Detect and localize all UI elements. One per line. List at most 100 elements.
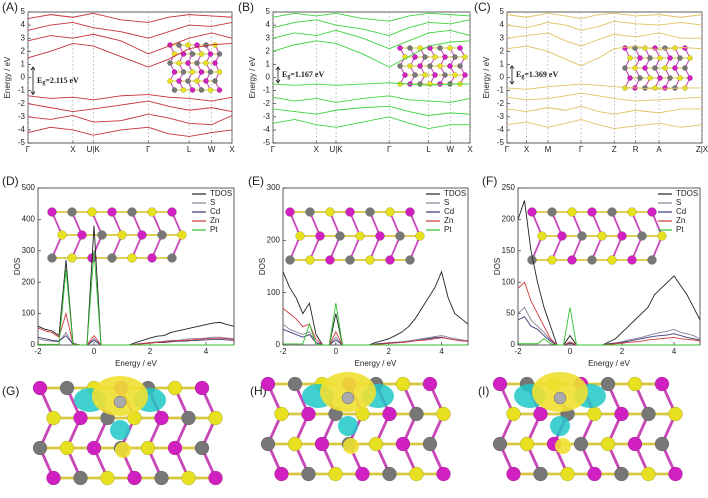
series-line xyxy=(506,105,702,115)
atom xyxy=(577,231,587,241)
atom xyxy=(107,207,117,217)
crystal-structure xyxy=(622,45,693,91)
atom xyxy=(100,470,115,486)
charge-density xyxy=(550,416,570,436)
atom xyxy=(432,72,438,78)
atom xyxy=(614,466,629,482)
legend-label: S xyxy=(210,198,215,207)
atom xyxy=(32,380,48,396)
atom xyxy=(462,72,468,78)
y-tick-label: 3 xyxy=(21,33,26,42)
x-axis-label: Energy / eV xyxy=(115,359,157,368)
y-tick-label: 3 xyxy=(266,33,271,42)
series-line xyxy=(37,334,235,346)
legend-label: Pt xyxy=(444,225,452,234)
series-line xyxy=(506,45,703,67)
atom xyxy=(47,253,57,263)
band-gap-subscript: g xyxy=(521,74,524,80)
y-tick-label: 50 xyxy=(506,309,515,318)
atom xyxy=(365,207,375,217)
x-tick-label: -2 xyxy=(514,347,522,356)
atom xyxy=(181,470,196,486)
y-tick-label: 4 xyxy=(266,20,271,29)
atom xyxy=(32,440,48,456)
atom xyxy=(527,207,537,217)
y-tick-label: 200 xyxy=(22,277,36,286)
panel-label: (A) xyxy=(2,0,18,14)
series-line xyxy=(282,270,469,346)
atom xyxy=(198,51,205,57)
y-tick-label: -5 xyxy=(497,138,505,147)
atom xyxy=(627,255,637,265)
y-tick-label: -1 xyxy=(18,86,26,95)
atom xyxy=(637,231,647,241)
atom xyxy=(325,255,335,265)
atom xyxy=(668,406,683,422)
x-tick-label: W xyxy=(447,145,455,154)
atom xyxy=(203,78,209,84)
series-line xyxy=(272,116,470,130)
band-gap-symbol: E xyxy=(37,76,42,85)
y-axis-label: DOS xyxy=(258,258,267,275)
atom xyxy=(557,231,567,241)
atom xyxy=(667,55,673,61)
series-line xyxy=(282,328,469,346)
gap-arrowhead xyxy=(275,66,281,71)
y-tick-label: -3 xyxy=(18,112,26,121)
atom xyxy=(437,81,443,87)
x-tick-label: 0 xyxy=(568,347,573,356)
atom xyxy=(409,406,424,422)
y-axis-label: Energy / eV xyxy=(3,56,12,98)
atom xyxy=(274,406,289,422)
x-tick-label: 2 xyxy=(148,347,153,356)
atom xyxy=(208,410,223,426)
atom xyxy=(189,51,196,57)
atom xyxy=(167,60,173,66)
atom xyxy=(287,376,303,392)
legend-label: Cd xyxy=(676,207,686,216)
x-tick-label: W xyxy=(208,145,216,154)
panel-label: (G) xyxy=(2,384,19,398)
atom xyxy=(167,78,173,84)
crystal-structure xyxy=(397,45,468,87)
atom xyxy=(668,466,683,482)
gap-arrowhead xyxy=(509,80,515,85)
atom xyxy=(198,69,205,75)
x-axis-label: Energy / eV xyxy=(588,359,630,368)
x-tick-label: Γ xyxy=(271,145,276,154)
atom xyxy=(405,207,415,217)
atom xyxy=(305,207,315,217)
atom xyxy=(46,410,61,426)
atom xyxy=(365,255,375,265)
atom xyxy=(345,207,355,217)
series-line xyxy=(517,200,701,346)
atom xyxy=(167,380,183,396)
y-axis-label: DOS xyxy=(493,258,502,275)
atom xyxy=(397,63,403,69)
atom xyxy=(672,65,678,71)
atom xyxy=(167,440,183,456)
y-tick-label: 200 xyxy=(267,235,281,244)
series-line xyxy=(272,95,471,103)
atom xyxy=(207,51,214,57)
x-tick-label: 4 xyxy=(204,347,209,356)
x-tick-label: X xyxy=(314,145,320,154)
atom xyxy=(427,81,433,87)
atom xyxy=(422,436,438,452)
atom xyxy=(212,60,218,66)
atom xyxy=(47,207,57,217)
legend-label: S xyxy=(444,198,449,207)
x-tick-label: -2 xyxy=(34,347,42,356)
atom xyxy=(457,63,463,69)
atom xyxy=(677,75,683,81)
atom xyxy=(167,207,177,217)
atom xyxy=(687,55,693,61)
atom xyxy=(154,470,169,486)
x-tick-label: Γ xyxy=(387,145,392,154)
atom xyxy=(147,207,157,217)
atom xyxy=(147,253,157,263)
panel-label: (I) xyxy=(478,384,489,398)
atom xyxy=(422,376,438,392)
atom xyxy=(657,55,663,61)
atom xyxy=(185,60,191,66)
